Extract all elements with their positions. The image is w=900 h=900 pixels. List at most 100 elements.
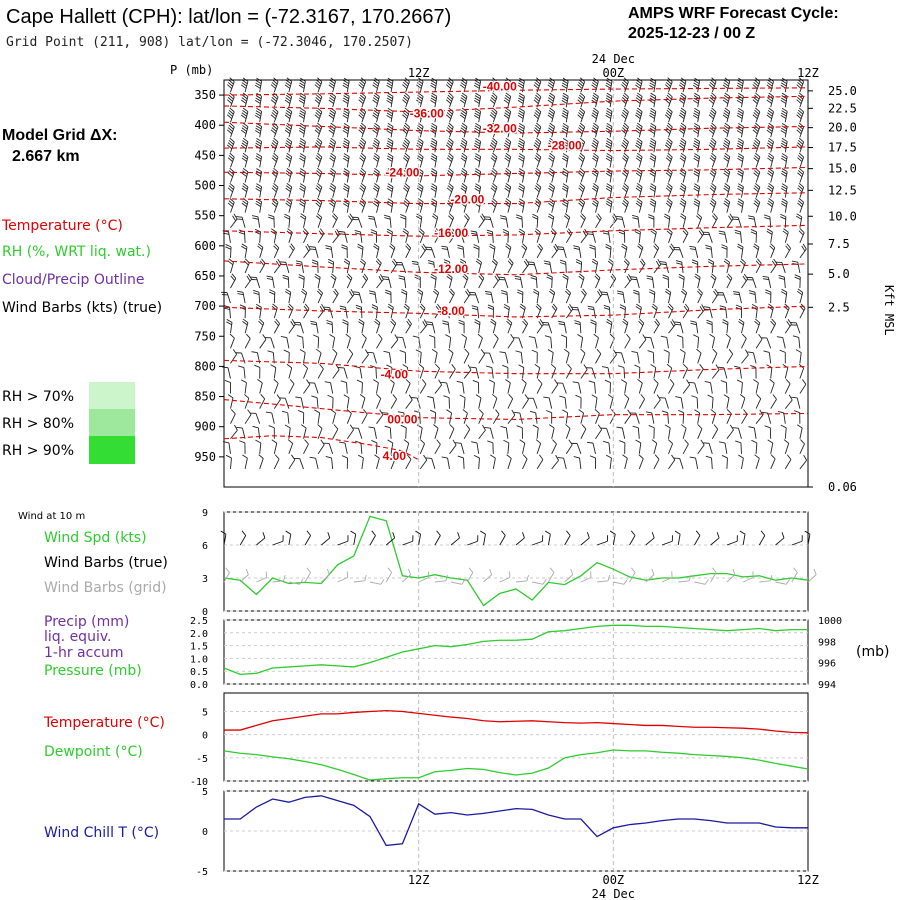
wind-barb <box>507 398 514 409</box>
y-tick-label: 5 <box>202 787 208 798</box>
wind-barb-feather <box>592 79 598 85</box>
grid-wind-barb-feather <box>364 574 367 581</box>
wind-barb <box>489 217 494 228</box>
surface-wind-barb <box>467 540 478 546</box>
wind-barb <box>595 171 599 183</box>
wind-barb-feather <box>314 99 320 104</box>
wind-barb-feather <box>754 109 760 115</box>
wind-barb-feather <box>536 137 542 143</box>
wind-barb-feather <box>591 157 598 162</box>
wind-barb-feather <box>505 200 511 205</box>
wind-barb-feather <box>709 127 715 132</box>
wind-barb-feather <box>316 124 322 130</box>
wind-barb-feather <box>767 157 773 162</box>
height-tick-label: 12.5 <box>828 183 857 197</box>
wind-barb <box>303 277 305 289</box>
wind-barb-feather <box>343 260 350 265</box>
wind-barb-feather <box>727 273 733 279</box>
wind-barb <box>580 202 586 213</box>
wind-barb-feather <box>348 215 353 221</box>
wind-barb <box>755 338 763 349</box>
wind-barb <box>595 96 599 108</box>
wind-barb-feather <box>519 198 525 203</box>
wind-barb-feather <box>797 81 803 87</box>
wind-barb <box>579 322 582 334</box>
wind-barb-feather <box>734 232 741 235</box>
wind-barb-feather <box>350 289 355 295</box>
wind-barb-feather <box>492 198 498 203</box>
wind-barb-feather <box>543 260 550 263</box>
wind-barb-feather <box>577 84 583 89</box>
wind-barb-feather <box>628 273 632 280</box>
wind-barb-feather <box>390 454 396 460</box>
wind-barb-feather <box>389 245 395 251</box>
grid-wind-barb-feather <box>623 579 628 585</box>
wind-barb-feather <box>522 243 528 249</box>
wind-barb-feather <box>487 440 494 444</box>
wind-barb-feather <box>546 274 553 278</box>
wind-barb-feather <box>255 142 261 147</box>
wind-barb-feather <box>289 245 294 251</box>
wind-barb-feather <box>475 122 481 127</box>
wind-barb <box>419 292 424 304</box>
wind-barb-feather <box>592 200 598 205</box>
wind-barb <box>241 352 246 364</box>
wind-barb-feather <box>360 185 366 190</box>
wind-barb-feather <box>680 140 686 145</box>
wind-barb-feather <box>255 125 262 130</box>
wind-barb-feather <box>753 245 759 250</box>
wind-barb <box>653 307 658 319</box>
wind-barb-feather <box>492 167 498 173</box>
wind-barb <box>390 111 394 123</box>
surface-wind-barb <box>483 534 486 546</box>
wind-barb-feather <box>579 198 585 203</box>
wind-barb-feather <box>417 290 423 296</box>
wind-barb-feather <box>561 97 568 102</box>
wind-barb-feather <box>797 127 803 132</box>
wind-barb <box>434 308 442 319</box>
wind-barb-feather <box>654 454 660 460</box>
wind-barb <box>463 337 468 349</box>
wind-barb-feather <box>646 275 653 278</box>
wind-barb-feather <box>562 110 569 115</box>
wind-barb <box>434 277 437 289</box>
wind-barb <box>622 292 626 304</box>
wind-barb-feather <box>299 155 306 160</box>
wind-barb <box>332 412 336 424</box>
wind-barb-feather <box>546 276 553 280</box>
wind-barb-feather <box>356 379 363 383</box>
wind-barb-feather <box>447 94 453 100</box>
wind-barb <box>446 247 450 258</box>
grid-wind-barb <box>580 577 592 583</box>
wind-barb-feather <box>525 258 530 265</box>
wind-barb <box>755 458 760 470</box>
wind-barb-feather <box>724 152 731 158</box>
wind-barb-feather <box>712 348 718 354</box>
wind-barb-feather <box>472 380 479 383</box>
surface-wind-barb <box>272 540 284 546</box>
wind-barb <box>361 81 367 93</box>
wind-barb <box>679 322 684 334</box>
wind-barb <box>755 126 761 138</box>
wind-barb-feather <box>662 276 669 280</box>
wind-barb-feather <box>446 127 452 132</box>
wind-barb-feather <box>387 155 393 160</box>
wind-barb-feather <box>578 157 584 162</box>
wind-barb <box>580 261 583 273</box>
wind-barb-feather <box>270 364 277 368</box>
wind-barb <box>580 172 586 183</box>
wind-barb-feather <box>343 394 350 399</box>
wind-barb-feather <box>342 82 349 87</box>
wind-barb <box>741 354 749 364</box>
wind-barb-feather <box>460 112 466 117</box>
wind-barb-feather <box>505 107 512 112</box>
wind-barb-feather <box>242 152 249 158</box>
wind-barb <box>419 367 425 379</box>
wind-barb <box>434 292 440 304</box>
wind-barb <box>315 458 319 470</box>
wind-barb-feather <box>423 454 428 461</box>
wind-barb-feather <box>503 144 510 150</box>
wind-barb-feather <box>418 363 424 369</box>
wind-barb-feather <box>227 127 233 132</box>
